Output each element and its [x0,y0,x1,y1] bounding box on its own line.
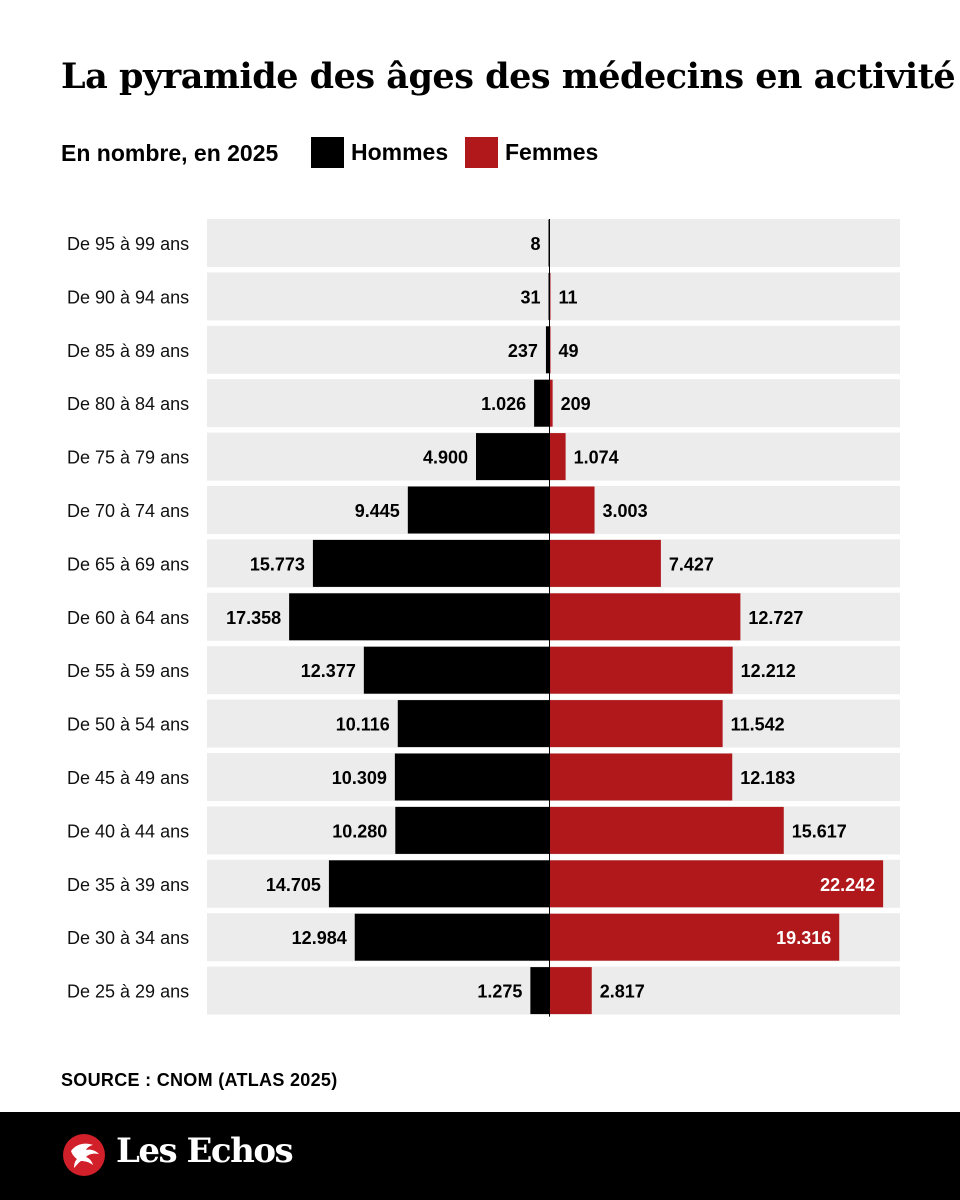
bar-femmes [549,593,741,641]
age-group-label: De 70 à 74 ans [67,501,189,521]
age-group-label: De 65 à 69 ans [67,554,189,574]
value-label-hommes: 8 [530,234,540,254]
age-group-label: De 90 à 94 ans [67,287,189,307]
age-group-label: De 85 à 89 ans [67,341,189,361]
value-label-hommes: 1.275 [477,982,522,1002]
value-label-hommes: 4.900 [423,448,468,468]
value-label-femmes: 12.183 [740,768,795,788]
bar-hommes [534,379,550,427]
bar-femmes [549,486,595,534]
value-label-femmes: 15.617 [792,821,847,841]
age-group-label: De 75 à 79 ans [67,448,189,468]
value-label-femmes: 11 [559,287,578,307]
legend-swatch-hommes [311,137,344,168]
bar-hommes [545,326,550,374]
age-group-label: De 55 à 59 ans [67,661,189,681]
bar-hommes [289,593,550,641]
value-label-femmes: 12.727 [748,608,803,628]
bar-hommes [363,646,550,694]
footer-bar: Les Echos [0,1112,960,1200]
bar-femmes [549,967,592,1015]
age-group-label: De 45 à 49 ans [67,768,189,788]
bar-femmes [549,806,784,854]
bar-hommes [312,539,550,587]
value-label-femmes: 11.542 [731,715,785,735]
row-band [207,325,900,374]
bar-hommes [530,967,550,1015]
bar-hommes [394,753,550,801]
age-group-label: De 60 à 64 ans [67,608,189,628]
value-label-hommes: 15.773 [250,554,305,574]
value-label-hommes: 12.377 [301,661,356,681]
value-label-femmes: 22.242 [820,875,875,895]
value-label-hommes: 237 [508,341,538,361]
age-group-label: De 25 à 29 ans [67,982,189,1002]
value-label-femmes: 7.427 [669,554,714,574]
age-group-label: De 80 à 84 ans [67,394,189,414]
les-echos-brand: Les Echos [116,1131,294,1171]
value-label-femmes: 49 [559,341,579,361]
bar-femmes [549,539,661,587]
age-group-label: De 30 à 34 ans [67,928,189,948]
value-label-femmes: 209 [561,394,591,414]
value-label-hommes: 12.984 [292,928,347,948]
value-label-femmes: 3.003 [603,501,648,521]
value-label-femmes: 19.316 [776,928,831,948]
bar-femmes [549,646,733,694]
row-band [207,219,900,267]
value-label-hommes: 10.116 [336,715,390,735]
value-label-hommes: 14.705 [266,875,321,895]
bar-hommes [397,700,550,748]
age-group-label: De 40 à 44 ans [67,821,189,841]
value-label-hommes: 1.026 [481,394,526,414]
age-group-label: De 95 à 99 ans [67,234,189,254]
bar-femmes [549,913,840,961]
source-note: SOURCE : CNOM (ATLAS 2025) [61,1070,338,1090]
value-label-femmes: 1.074 [574,448,619,468]
bar-femmes [549,433,566,481]
bar-hommes [395,806,550,854]
legend-hommes: Hommes [311,137,448,168]
bar-femmes [549,753,733,801]
value-label-hommes: 9.445 [355,501,400,521]
bar-hommes [407,486,550,534]
age-group-label: De 35 à 39 ans [67,875,189,895]
bar-hommes [476,433,550,481]
row-band [207,379,900,428]
bar-femmes [549,700,723,748]
legend-swatch-femmes [465,137,498,168]
value-label-hommes: 31 [520,287,540,307]
bar-hommes [328,860,550,908]
bar-hommes [354,913,550,961]
chart-title: La pyramide des âges des médecins en act… [61,56,956,97]
legend-label-hommes: Hommes [351,139,449,165]
chart-subtitle: En nombre, en 2025 [61,140,279,166]
value-label-hommes: 10.280 [332,821,387,841]
bar-femmes [549,860,884,908]
value-label-hommes: 17.358 [226,608,281,628]
bar-femmes [549,379,553,427]
pyramid-chart: De 95 à 99 ans 8 De 90 à 94 ans 31 11 De 85 à… [67,219,900,1017]
value-label-hommes: 10.309 [332,768,387,788]
legend-label-femmes: Femmes [505,139,599,165]
row-band [207,272,900,321]
value-label-femmes: 12.212 [741,661,796,681]
les-echos-logo-icon [63,1134,105,1176]
value-label-femmes: 2.817 [600,982,645,1002]
age-group-label: De 50 à 54 ans [67,715,189,735]
legend-femmes: Femmes [465,137,598,168]
